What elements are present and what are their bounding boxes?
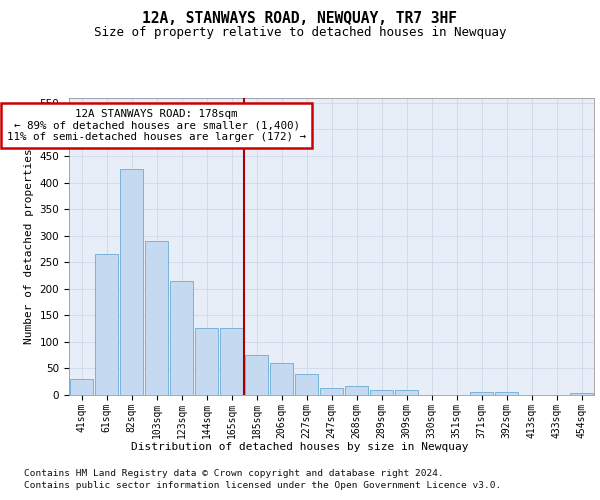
Bar: [470, 392, 493, 395]
Bar: [395, 390, 418, 395]
Text: 12A STANWAYS ROAD: 178sqm
← 89% of detached houses are smaller (1,400)
11% of se: 12A STANWAYS ROAD: 178sqm ← 89% of detac…: [7, 109, 306, 142]
Bar: [119, 169, 143, 395]
Bar: [170, 281, 193, 395]
Bar: [295, 374, 319, 395]
Text: 12A, STANWAYS ROAD, NEWQUAY, TR7 3HF: 12A, STANWAYS ROAD, NEWQUAY, TR7 3HF: [143, 11, 458, 26]
Bar: [494, 392, 518, 395]
Bar: [569, 394, 593, 395]
Bar: [245, 355, 268, 395]
Bar: [344, 386, 368, 395]
Text: Distribution of detached houses by size in Newquay: Distribution of detached houses by size …: [131, 442, 469, 452]
Text: Contains public sector information licensed under the Open Government Licence v3: Contains public sector information licen…: [24, 481, 501, 490]
Bar: [145, 241, 169, 395]
Bar: [320, 388, 343, 395]
Bar: [70, 379, 94, 395]
Text: Contains HM Land Registry data © Crown copyright and database right 2024.: Contains HM Land Registry data © Crown c…: [24, 469, 444, 478]
Bar: [269, 363, 293, 395]
Bar: [220, 328, 244, 395]
Bar: [370, 390, 394, 395]
Text: Size of property relative to detached houses in Newquay: Size of property relative to detached ho…: [94, 26, 506, 39]
Bar: [95, 254, 118, 395]
Bar: [194, 328, 218, 395]
Y-axis label: Number of detached properties: Number of detached properties: [24, 148, 34, 344]
